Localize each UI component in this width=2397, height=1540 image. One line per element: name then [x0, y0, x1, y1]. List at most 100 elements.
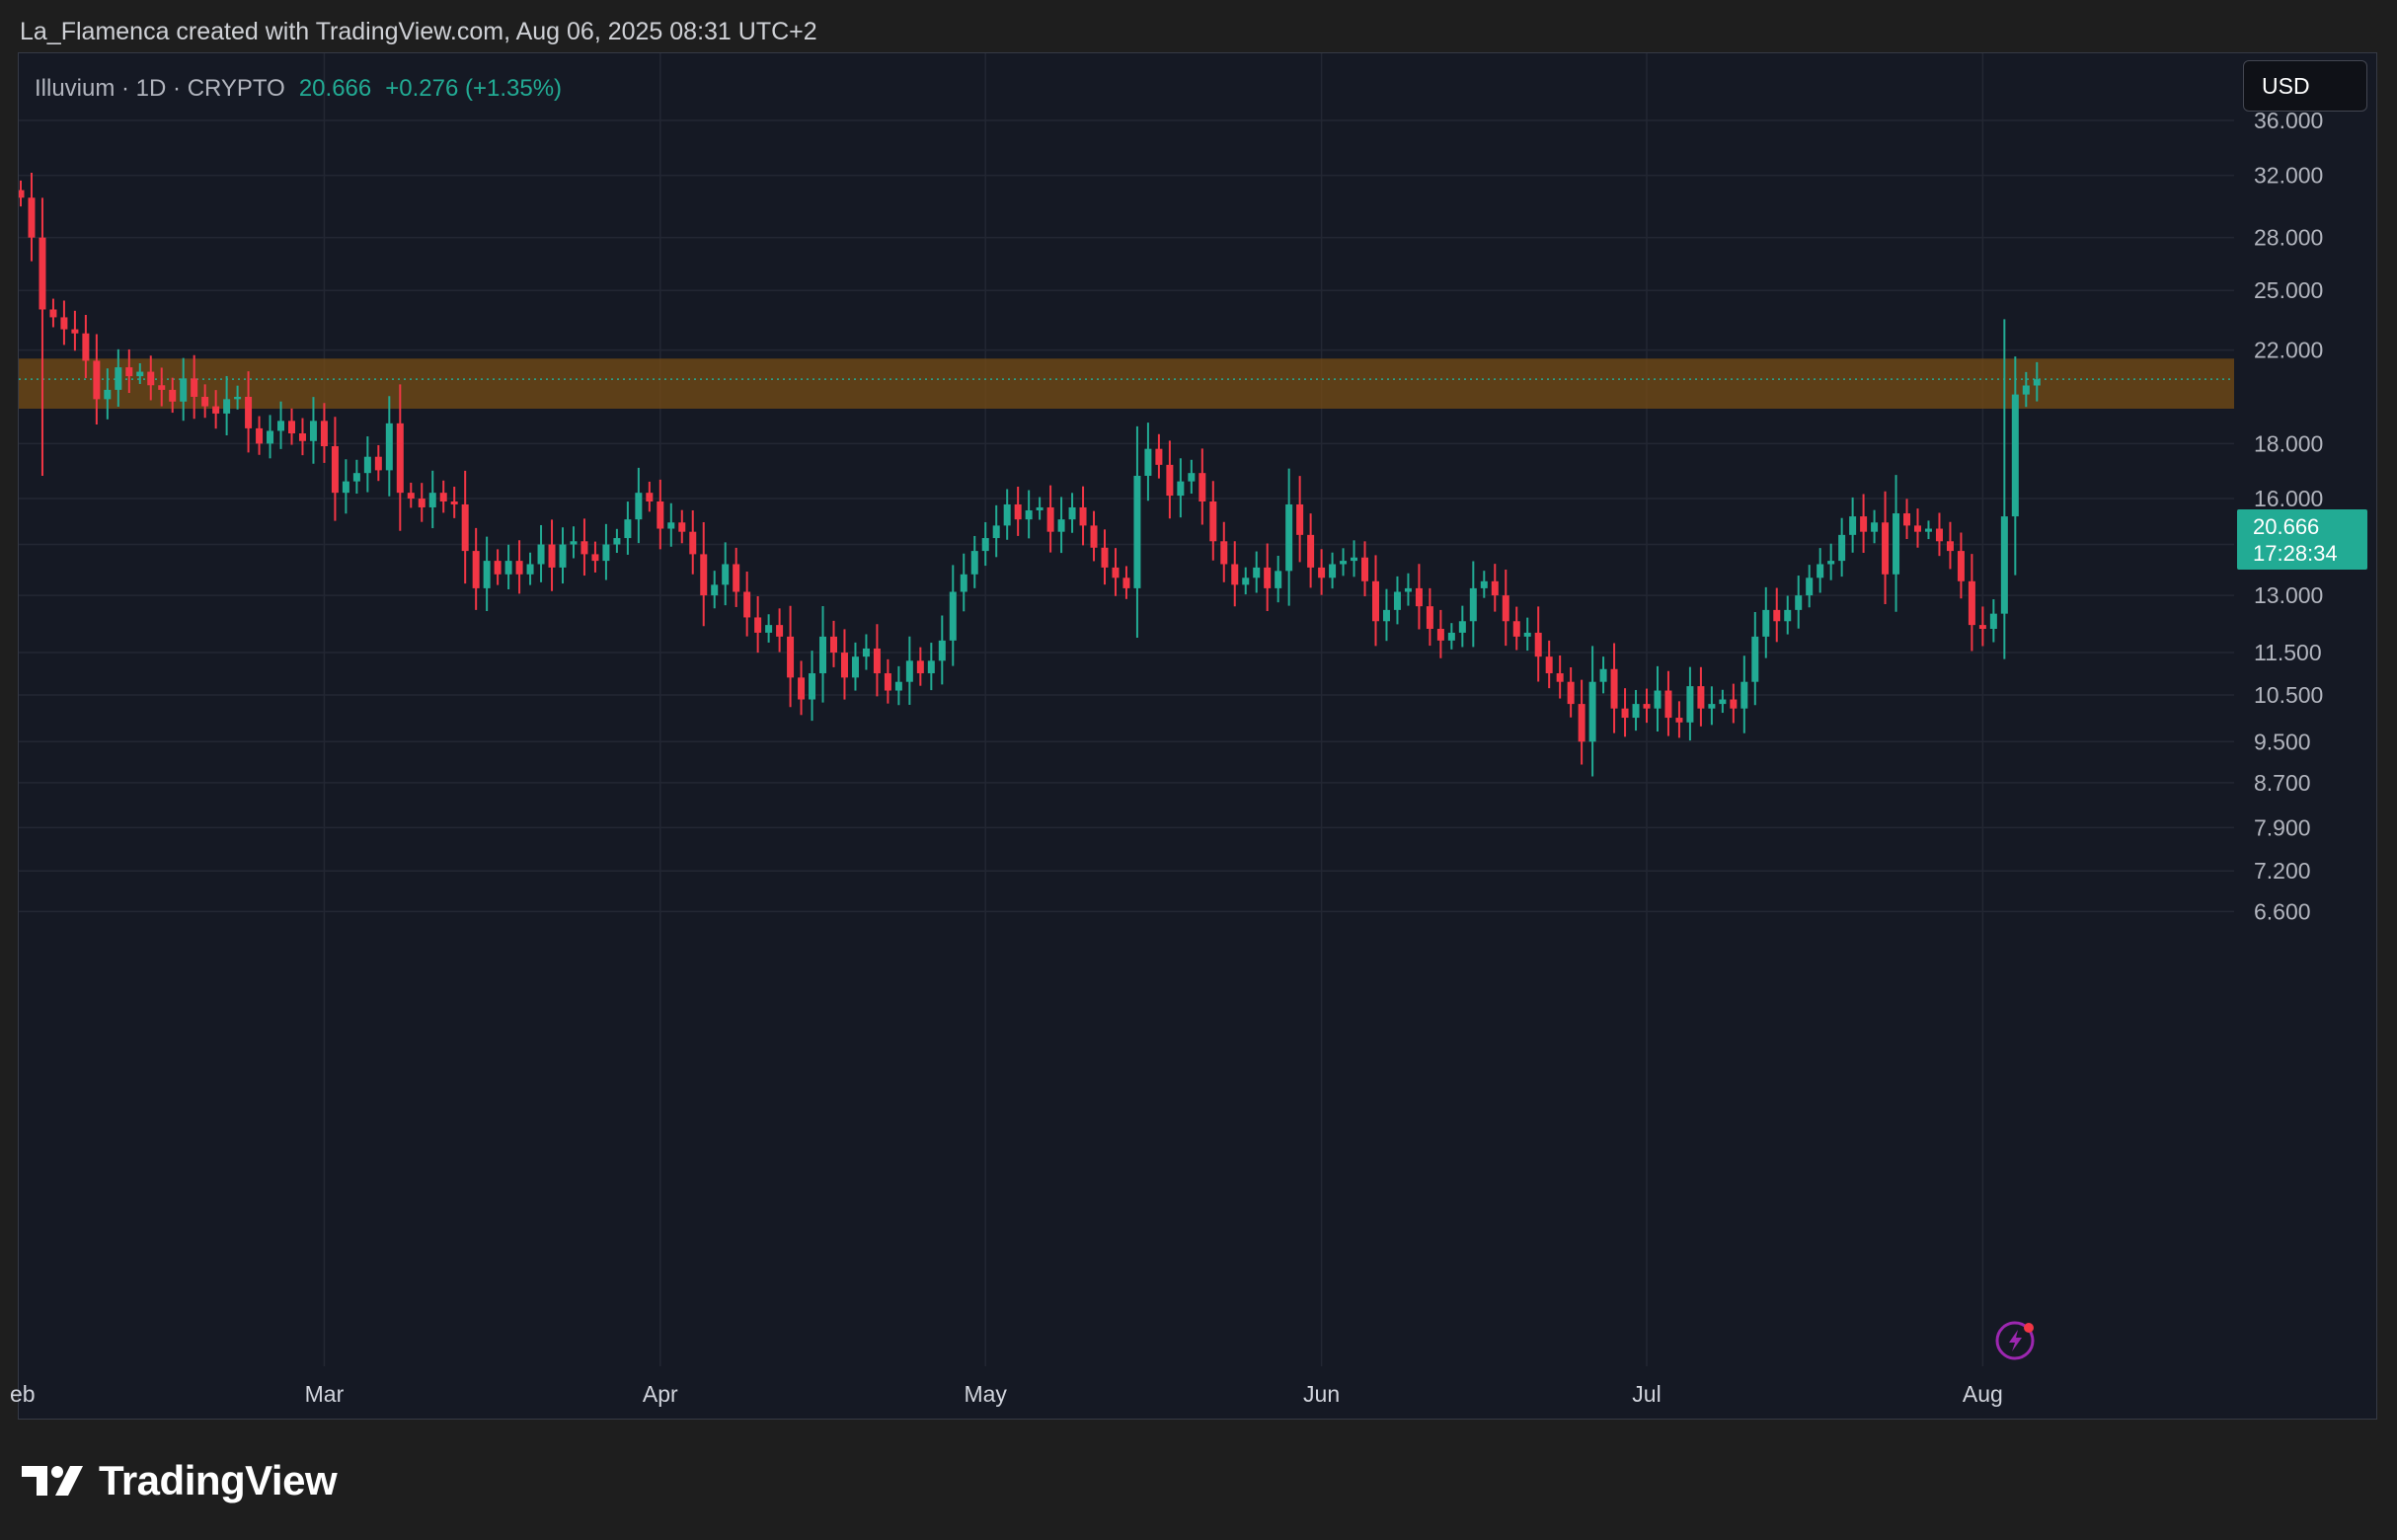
candle-body	[1046, 506, 1054, 532]
tradingview-logo-icon	[22, 1466, 83, 1496]
candle-body	[1773, 609, 1781, 622]
price-tick-label: 25.000	[2254, 277, 2323, 303]
candle-body	[1946, 541, 1954, 552]
price-chart[interactable]: 36.000 32.000 28.000 25.000 22.000 18.000 16.0…	[0, 0, 2397, 1422]
candle-body	[635, 493, 643, 520]
month-label: Jun	[1303, 1381, 1340, 1407]
candle-body	[678, 522, 686, 532]
brand-name: TradingView	[99, 1457, 338, 1503]
candle-body	[1231, 564, 1239, 585]
candle-body	[1512, 621, 1520, 637]
candle-body	[1318, 567, 1326, 578]
candle-body	[418, 499, 425, 507]
candle-body	[754, 617, 762, 633]
month-label: Jul	[1632, 1381, 1661, 1407]
candle-body	[256, 427, 264, 444]
candle-body	[1610, 668, 1618, 709]
last-price-tag: 20.666 17:28:34	[2237, 509, 2367, 570]
candle-body	[1188, 473, 1196, 482]
candle-body	[798, 677, 806, 700]
price-tick-label: 22.000	[2254, 338, 2323, 363]
candle-body	[1871, 522, 1879, 532]
candle-body	[1003, 503, 1011, 526]
candle-body	[1957, 551, 1965, 581]
candle-body	[71, 329, 79, 334]
candle-body	[819, 636, 827, 674]
symbol-legend[interactable]: Illuvium · 1D · CRYPTO 20.666 +0.276 (+1.3…	[35, 75, 562, 103]
price-tick-label: 10.500	[2254, 682, 2323, 708]
candle-body	[1697, 686, 1705, 709]
candle-body	[1989, 613, 1997, 630]
time-axis[interactable]: eb Mar Apr May Jun Jul Aug	[10, 1381, 2003, 1407]
candle-body	[342, 481, 349, 494]
candle-body	[374, 456, 382, 471]
candle-body	[104, 389, 112, 400]
candle-body	[60, 317, 68, 330]
candle-body	[1198, 473, 1206, 501]
candle-body	[787, 636, 795, 678]
tradingview-brand[interactable]: TradingView	[22, 1456, 338, 1505]
candle-body	[1285, 503, 1293, 572]
candle-body	[1751, 636, 1759, 682]
candle-body	[1372, 580, 1379, 622]
candle-body	[884, 673, 891, 691]
candle-body	[949, 591, 957, 641]
candle-body	[809, 673, 816, 700]
candles	[19, 173, 2041, 777]
candle-body	[439, 493, 447, 501]
candle-body	[700, 554, 708, 596]
price-tick-label: 9.500	[2254, 729, 2311, 754]
candle-body	[191, 378, 198, 397]
candle-body	[657, 500, 664, 529]
candle-body	[1436, 629, 1444, 641]
price-tick-label: 16.000	[2254, 486, 2323, 511]
candle-body	[1567, 681, 1575, 705]
candle-body	[363, 456, 371, 474]
price-tick-label: 7.900	[2254, 814, 2311, 840]
lightning-bolt-icon[interactable]	[1995, 1321, 2035, 1360]
chart-pane[interactable]	[18, 52, 2377, 1420]
price-tick-label: 11.500	[2254, 640, 2322, 665]
candle-body	[1534, 632, 1542, 657]
candle-body	[1340, 561, 1348, 565]
candle-body	[927, 660, 935, 674]
candle-body	[136, 371, 144, 377]
candle-body	[1036, 506, 1044, 510]
candle-body	[1382, 609, 1390, 622]
candle-body	[916, 660, 924, 674]
price-axis[interactable]: 36.000 32.000 28.000 25.000 22.000 18.000 16.0…	[2254, 108, 2323, 924]
candle-body	[1968, 580, 1975, 626]
candle-body	[992, 525, 1000, 539]
candle-body	[613, 538, 621, 545]
candle-body	[19, 190, 25, 198]
candle-body	[1502, 595, 1509, 622]
currency-button[interactable]: USD	[2243, 60, 2367, 112]
candle-body	[1404, 587, 1412, 592]
candle-body	[960, 574, 967, 592]
price-tick-label: 18.000	[2254, 430, 2323, 456]
candle-body	[1599, 668, 1607, 682]
candle-body	[234, 396, 242, 400]
candle-body	[223, 399, 231, 414]
candle-body	[1545, 656, 1553, 674]
month-label: May	[964, 1381, 1007, 1407]
candle-body	[1415, 587, 1423, 607]
last-price-tag-countdown: 17:28:34	[2253, 541, 2338, 566]
candle-body	[1675, 718, 1683, 723]
candle-body	[743, 591, 751, 618]
candle-body	[1122, 578, 1130, 588]
candle-body	[396, 423, 404, 494]
candle-body	[1112, 567, 1120, 578]
candle-body	[1914, 525, 1921, 532]
candle-body	[1556, 673, 1564, 682]
price-tick-label: 7.200	[2254, 858, 2311, 884]
candle-body	[1762, 609, 1770, 637]
candle-body	[765, 625, 773, 633]
price-tick-label: 28.000	[2254, 225, 2323, 251]
candle-body	[82, 333, 90, 361]
candle-body	[115, 367, 122, 390]
price-tick-label: 32.000	[2254, 163, 2323, 189]
gridlines	[19, 53, 2234, 1366]
candle-body	[1523, 632, 1531, 637]
candle-body	[981, 538, 989, 552]
